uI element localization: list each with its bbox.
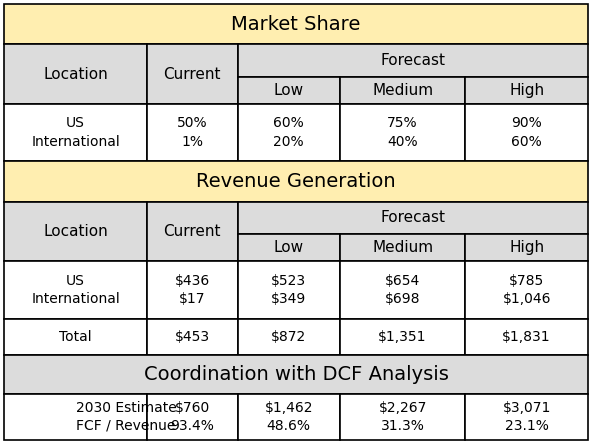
Text: Current: Current bbox=[163, 67, 221, 82]
Text: 90%
60%: 90% 60% bbox=[511, 116, 542, 149]
Text: Coordination with DCF Analysis: Coordination with DCF Analysis bbox=[144, 365, 448, 384]
Text: $3,071
23.1%: $3,071 23.1% bbox=[503, 400, 551, 433]
Text: Total: Total bbox=[59, 330, 92, 344]
Bar bbox=[465, 234, 588, 262]
Text: Current: Current bbox=[163, 224, 221, 239]
Text: Low: Low bbox=[274, 240, 304, 255]
Bar bbox=[465, 393, 588, 440]
Bar bbox=[340, 319, 465, 355]
Bar bbox=[340, 262, 465, 319]
Text: $760
93.4%: $760 93.4% bbox=[170, 400, 214, 433]
Text: Forecast: Forecast bbox=[380, 210, 445, 226]
Bar bbox=[340, 234, 465, 262]
Bar bbox=[465, 77, 588, 104]
Bar bbox=[147, 44, 237, 104]
Text: $2,267
31.3%: $2,267 31.3% bbox=[378, 400, 427, 433]
Text: Forecast: Forecast bbox=[380, 53, 445, 68]
Bar bbox=[340, 77, 465, 104]
Text: $1,351: $1,351 bbox=[378, 330, 427, 344]
Text: Revenue Generation: Revenue Generation bbox=[196, 172, 396, 191]
Bar bbox=[4, 162, 588, 202]
Bar bbox=[147, 393, 237, 440]
Bar bbox=[237, 77, 340, 104]
Text: $785
$1,046: $785 $1,046 bbox=[503, 274, 551, 306]
Bar bbox=[237, 104, 340, 162]
Bar bbox=[4, 202, 147, 262]
Bar bbox=[4, 319, 147, 355]
Bar bbox=[147, 262, 237, 319]
Bar bbox=[4, 4, 588, 44]
Text: $654
$698: $654 $698 bbox=[385, 274, 420, 306]
Bar bbox=[465, 262, 588, 319]
Bar bbox=[4, 393, 147, 440]
Text: US
International: US International bbox=[31, 116, 120, 149]
Text: 2030 Estimate
FCF / Revenue: 2030 Estimate FCF / Revenue bbox=[76, 400, 176, 433]
Bar bbox=[4, 104, 147, 162]
Bar bbox=[340, 393, 465, 440]
Bar bbox=[147, 202, 237, 262]
Bar bbox=[147, 319, 237, 355]
Text: Location: Location bbox=[43, 224, 108, 239]
Bar bbox=[340, 104, 465, 162]
Bar bbox=[4, 262, 147, 319]
Text: $872: $872 bbox=[271, 330, 306, 344]
Text: $436
$17: $436 $17 bbox=[175, 274, 210, 306]
Text: Market Share: Market Share bbox=[231, 15, 361, 34]
Text: 60%
20%: 60% 20% bbox=[274, 116, 304, 149]
Bar bbox=[465, 319, 588, 355]
Bar bbox=[237, 202, 588, 234]
Text: US
International: US International bbox=[31, 274, 120, 306]
Text: Medium: Medium bbox=[372, 83, 433, 98]
Bar bbox=[147, 104, 237, 162]
Text: Medium: Medium bbox=[372, 240, 433, 255]
Text: $523
$349: $523 $349 bbox=[271, 274, 306, 306]
Bar bbox=[4, 44, 147, 104]
Bar bbox=[237, 234, 340, 262]
Bar bbox=[4, 355, 588, 393]
Bar bbox=[237, 44, 588, 77]
Text: Location: Location bbox=[43, 67, 108, 82]
Text: $1,462
48.6%: $1,462 48.6% bbox=[265, 400, 313, 433]
Bar bbox=[465, 104, 588, 162]
Bar bbox=[237, 393, 340, 440]
Bar bbox=[237, 262, 340, 319]
Text: 50%
1%: 50% 1% bbox=[177, 116, 208, 149]
Text: $1,831: $1,831 bbox=[503, 330, 551, 344]
Bar bbox=[237, 319, 340, 355]
Text: High: High bbox=[509, 240, 544, 255]
Text: $453: $453 bbox=[175, 330, 210, 344]
Text: High: High bbox=[509, 83, 544, 98]
Text: Low: Low bbox=[274, 83, 304, 98]
Text: 75%
40%: 75% 40% bbox=[387, 116, 418, 149]
